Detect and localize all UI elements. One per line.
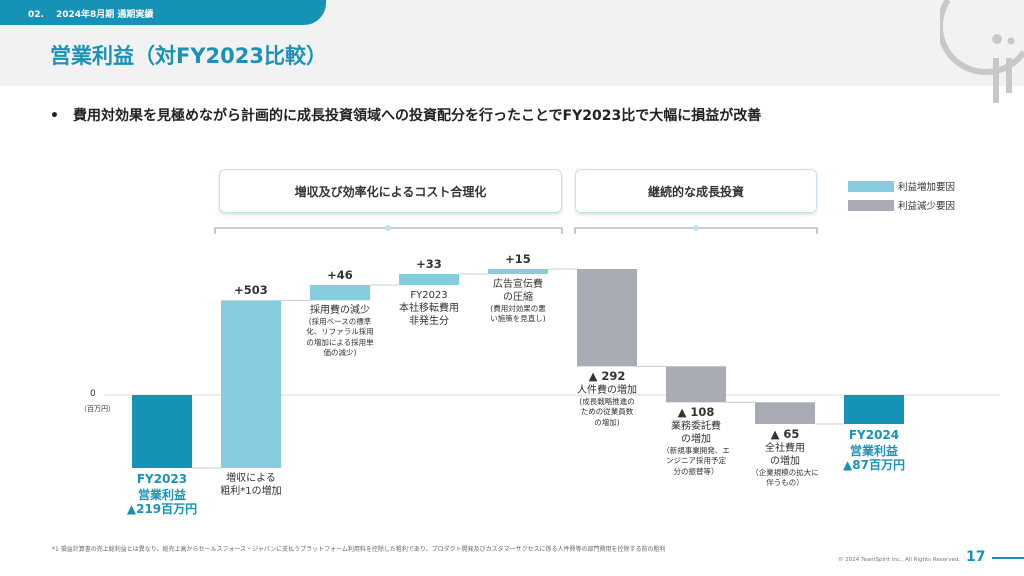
section-number: 02.: [28, 10, 44, 20]
category-title: 人件費の増加: [577, 385, 637, 397]
legend-swatch-decrease: [848, 199, 894, 211]
total-title-wrap: FY2024 営業利益: [819, 428, 929, 459]
total-title: FY2023 営業利益: [136, 472, 188, 502]
category-title-wrap: 増収による 粗利*1の増加: [196, 472, 306, 498]
legend-label: 利益減少要因: [898, 201, 956, 212]
bar-3: [399, 274, 459, 285]
page-number: 17: [966, 549, 986, 565]
bar-7: [755, 402, 815, 424]
total-value: ▲87百万円: [843, 458, 905, 472]
axis-zero-label: 0: [90, 389, 96, 399]
bracket-dot: [385, 225, 391, 231]
total-value-wrap: ▲87百万円: [819, 458, 929, 474]
bar-2: [310, 285, 370, 301]
section-period: 2024年8月期 通期実績: [55, 10, 154, 20]
legend-increase: 利益増加要因: [848, 179, 955, 193]
bar-1: [221, 300, 281, 468]
category-note: (成長戦略推進の ための従業員数 の増加): [579, 397, 635, 427]
bar-5: [577, 269, 637, 367]
category-note: （新規事業開発、エ ンジニア採用予定 分の振替等）: [662, 446, 730, 476]
legend-decrease: 利益減少要因: [848, 198, 955, 212]
group-cost-rationalization: 増収及び効率化によるコスト合理化: [219, 169, 562, 213]
value-label-wrap: +46: [285, 268, 395, 283]
total-title: FY2024 営業利益: [848, 428, 900, 458]
value-label: ▲ 108: [677, 405, 715, 420]
value-label-wrap: +33: [374, 257, 484, 272]
legend-swatch-increase: [848, 180, 894, 192]
bracket-dot: [693, 225, 699, 231]
value-label-wrap: +503: [196, 283, 306, 298]
total-value-wrap: ▲219百万円: [107, 502, 217, 518]
bar-6: [666, 366, 726, 403]
category-title-wrap: FY2023 本社移転費用 非発生分: [374, 289, 484, 328]
page-title: 営業利益（対FY2023比較）: [50, 44, 327, 68]
category-title-wrap: 広告宣伝費 の圧縮 (費用対効果の悪 い施策を見直し): [463, 278, 573, 324]
total-title-wrap: FY2023 営業利益: [107, 472, 217, 503]
category-title: 増収による 粗利*1の増加: [220, 473, 282, 497]
bullet-mark: •: [50, 108, 59, 124]
value-label: +33: [416, 257, 442, 271]
value-label: ▲ 65: [770, 427, 800, 441]
legend-label: 利益増加要因: [898, 182, 956, 193]
group-brackets: [214, 227, 818, 234]
category-title: 業務委託費 の増加: [671, 421, 721, 446]
category-note: (採用ベースの標準 化、リファラル採用 の増加による採用単 価の減少): [306, 317, 374, 357]
value-label: +503: [234, 283, 268, 298]
bullet-text: 費用対効果を見極めながら計画的に成長投資領域への投資配分を行ったことでFY202…: [72, 108, 762, 124]
footnote: *1 損益計算書の売上総利益とは異なり、総売上高からセールスフォース・ジャパンに…: [52, 546, 666, 553]
decorative-logo-icon: [940, 0, 1024, 103]
value-label: +46: [327, 268, 353, 282]
category-note: (費用対効果の悪 い施策を見直し): [490, 304, 546, 324]
value-label: +15: [505, 252, 531, 266]
summary-bullet: • 費用対効果を見極めながら計画的に成長投資領域への投資配分を行ったことでFY20…: [50, 105, 761, 125]
value-label-wrap: +15: [463, 252, 573, 267]
bar-4: [488, 269, 548, 274]
category-title-wrap: 採用費の減少 (採用ベースの標準 化、リファラル採用 の増加による採用単 価の減少…: [285, 304, 395, 358]
category-title: 全社費用 の増加: [765, 442, 805, 467]
value-label-wrap: ▲ 108 業務委託費 の増加 （新規事業開発、エ ンジニア採用予定 分の振替等）: [641, 405, 751, 476]
category-title: 採用費の減少: [310, 305, 370, 317]
bar-8: [844, 395, 904, 424]
category-title: FY2023 本社移転費用 非発生分: [399, 290, 459, 327]
axis-unit-label: （百万円）: [80, 405, 115, 413]
section-tab: 02. 2024年8月期 通期実績: [0, 0, 326, 25]
value-label-wrap: ▲ 65 全社費用 の増加 （企業規模の拡大に 伴うもの）: [730, 427, 840, 488]
category-note: （企業規模の拡大に 伴うもの）: [751, 467, 819, 488]
bar-0: [132, 395, 192, 468]
page-line: [992, 557, 1024, 559]
value-label: ▲ 292: [588, 369, 626, 384]
value-label-wrap: ▲ 292 人件費の増加 (成長戦略推進の ための従業員数 の増加): [552, 369, 662, 427]
copyright: © 2024 TeamSpirit Inc., All Rights Reser…: [838, 557, 961, 563]
category-title: 広告宣伝費 の圧縮: [493, 279, 543, 303]
total-value: ▲219百万円: [126, 502, 198, 516]
group-growth-investment: 継続的な成長投資: [575, 169, 817, 213]
